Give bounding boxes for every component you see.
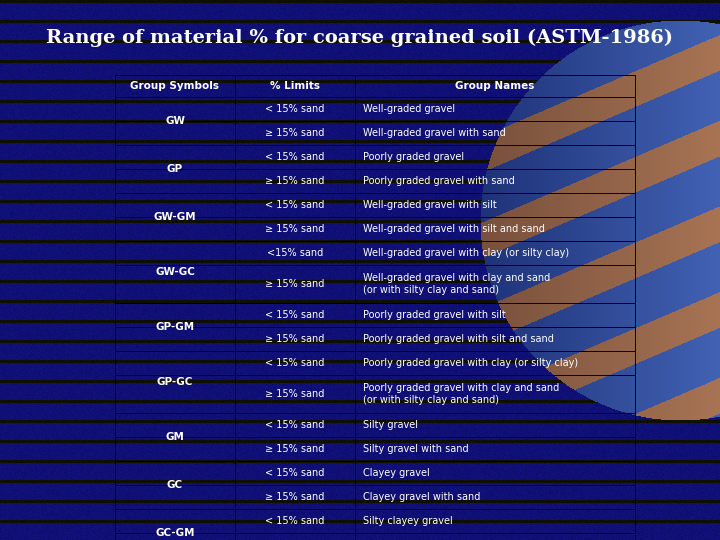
Text: GW-GM: GW-GM [153, 212, 197, 222]
Text: Group Symbols: Group Symbols [130, 81, 220, 91]
Text: Well-graded gravel with silt and sand: Well-graded gravel with silt and sand [363, 224, 545, 234]
Text: Clayey gravel with sand: Clayey gravel with sand [363, 492, 480, 502]
Text: < 15% sand: < 15% sand [265, 516, 325, 526]
Text: Well-graded gravel: Well-graded gravel [363, 104, 455, 114]
Text: ≥ 15% sand: ≥ 15% sand [265, 492, 325, 502]
Text: GP-GC: GP-GC [157, 377, 193, 387]
Text: < 15% sand: < 15% sand [265, 104, 325, 114]
Text: < 15% sand: < 15% sand [265, 310, 325, 320]
Text: GC-GM: GC-GM [156, 528, 194, 538]
Text: ≥ 15% sand: ≥ 15% sand [265, 279, 325, 289]
Text: Well-graded gravel with sand: Well-graded gravel with sand [363, 128, 505, 138]
Text: GW: GW [165, 116, 185, 126]
Text: Poorly graded gravel with silt: Poorly graded gravel with silt [363, 310, 505, 320]
Text: % Limits: % Limits [270, 81, 320, 91]
Text: ≥ 15% sand: ≥ 15% sand [265, 389, 325, 399]
Text: Well-graded gravel with clay (or silty clay): Well-graded gravel with clay (or silty c… [363, 248, 569, 258]
Text: ≥ 15% sand: ≥ 15% sand [265, 444, 325, 454]
Text: Clayey gravel: Clayey gravel [363, 468, 430, 478]
Text: Silty gravel with sand: Silty gravel with sand [363, 444, 469, 454]
Text: < 15% sand: < 15% sand [265, 420, 325, 430]
Text: ≥ 15% sand: ≥ 15% sand [265, 176, 325, 186]
Text: GW-GC: GW-GC [155, 267, 195, 277]
Text: Silty clayey gravel: Silty clayey gravel [363, 516, 453, 526]
Text: GP-GM: GP-GM [156, 322, 194, 332]
Text: ≥ 15% sand: ≥ 15% sand [265, 224, 325, 234]
Text: ≥ 15% sand: ≥ 15% sand [265, 128, 325, 138]
Text: < 15% sand: < 15% sand [265, 468, 325, 478]
Text: Poorly graded gravel: Poorly graded gravel [363, 152, 464, 162]
Text: Poorly graded gravel with sand: Poorly graded gravel with sand [363, 176, 515, 186]
Text: Well-graded gravel with clay and sand
(or with silty clay and sand): Well-graded gravel with clay and sand (o… [363, 273, 550, 295]
Text: < 15% sand: < 15% sand [265, 358, 325, 368]
Text: GP: GP [167, 164, 183, 174]
Text: GC: GC [167, 480, 183, 490]
Text: <15% sand: <15% sand [267, 248, 323, 258]
Text: GM: GM [166, 432, 184, 442]
Text: Poorly graded gravel with clay (or silty clay): Poorly graded gravel with clay (or silty… [363, 358, 578, 368]
Text: Range of material % for coarse grained soil (ASTM-1986): Range of material % for coarse grained s… [47, 29, 673, 47]
Text: ≥ 15% sand: ≥ 15% sand [265, 334, 325, 344]
Text: Poorly graded gravel with clay and sand
(or with silty clay and sand): Poorly graded gravel with clay and sand … [363, 383, 559, 405]
Text: Silty gravel: Silty gravel [363, 420, 418, 430]
Text: < 15% sand: < 15% sand [265, 200, 325, 210]
Text: Well-graded gravel with silt: Well-graded gravel with silt [363, 200, 497, 210]
Text: Group Names: Group Names [455, 81, 535, 91]
Text: < 15% sand: < 15% sand [265, 152, 325, 162]
Text: Poorly graded gravel with silt and sand: Poorly graded gravel with silt and sand [363, 334, 554, 344]
